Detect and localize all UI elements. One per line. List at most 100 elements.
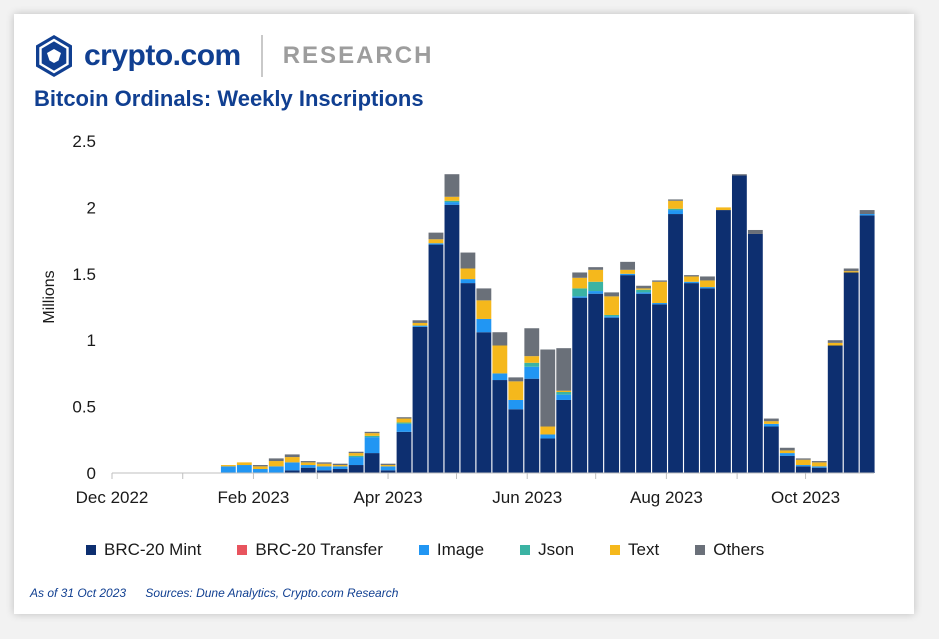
legend-item: Text [610,540,659,560]
legend-item: Image [418,540,484,560]
bar-segment [620,261,636,270]
bar-segment [620,275,636,473]
bar-segment [380,466,396,471]
bar-segment [700,276,715,281]
bar-segment [779,450,795,454]
bar-segment [604,316,620,318]
bar-segment [316,462,332,464]
bar-segment [588,269,604,282]
bar-segment [428,244,444,473]
x-tick-label: Feb 2023 [218,488,290,507]
bar-segment [588,293,604,473]
bar-segment [763,423,779,427]
bar-segment [747,229,763,234]
bar-segment [508,381,524,400]
bar-segment [668,199,683,201]
bar-segment [428,232,444,240]
bar-segment [492,332,508,346]
x-tick-label: Apr 2023 [354,488,423,507]
bar-segment [492,373,508,381]
bar-segment [396,417,412,419]
bar-segment [460,283,476,473]
bar-segment [668,214,683,474]
y-tick-label: 2 [87,198,96,217]
bar-segment [492,345,508,374]
bar-segment [396,422,412,424]
bar-segment [300,467,316,473]
bar-segment [843,268,859,272]
legend-swatch [237,545,248,555]
bar-segment [620,273,636,276]
bar-segment [412,325,428,327]
bar-segment [348,465,364,473]
brand-header: crypto.com RESEARCH [34,34,433,78]
bar-segment [556,394,572,400]
bar-segment [604,317,620,473]
bar-segment [524,328,540,357]
bar-segment [524,366,540,379]
bar-segment [540,349,556,427]
bar-segment [380,470,396,473]
chart-title: Bitcoin Ordinals: Weekly Inscriptions [34,86,424,111]
bar-segment [236,465,252,473]
bar-segment [652,303,667,305]
x-tick-label: Dec 2022 [76,488,149,507]
bar-segment [444,202,460,205]
bar-segment [588,267,604,270]
bar-segment [572,277,588,289]
bar-segment [668,208,683,211]
bar-segment [795,458,811,460]
bar-segment [636,289,651,293]
bar-segment [348,457,364,466]
legend-swatch [695,545,706,555]
brand-name: crypto.com [84,39,241,72]
y-tick-label: 2.5 [72,132,96,151]
y-tick-label: 0.5 [72,398,96,417]
bar-segment [588,291,604,294]
bar-segment [811,466,827,468]
bar-segment [620,269,636,274]
bar-segment [684,275,699,277]
bar-segment [668,210,683,215]
legend-item: Json [520,540,574,560]
bar-segment [444,196,460,201]
legend-label: BRC-20 Mint [104,540,202,559]
bar-segment [300,461,316,463]
bar-segment [572,297,588,473]
x-tick-label: Aug 2023 [630,488,703,507]
bar-segment [811,462,827,467]
legend-item: Others [695,540,764,560]
bar-segment [652,281,667,304]
y-tick-label: 1.5 [72,265,96,284]
bar-segment [332,463,348,466]
bar-segment [316,463,332,467]
bar-segment [588,281,604,292]
legend-label: Json [538,540,575,559]
bar-segment [779,455,795,473]
bar-segment [572,272,588,278]
bar-segment [332,469,348,473]
brand-divider [260,35,263,77]
bar-segment [731,174,747,176]
bar-segment [268,458,284,462]
bar-segment [396,423,412,432]
bar-segment [811,461,827,463]
bar-segment [604,292,620,297]
bar-segment [763,421,779,424]
bar-segment [284,462,300,471]
bar-segment [524,378,540,473]
bar-segment [284,454,300,458]
bar-segment [652,304,667,473]
bar-segment [476,288,492,301]
bar-segment [268,461,284,467]
bar-segment [492,380,508,473]
bar-segment [476,332,492,473]
bar-segment [859,214,875,216]
bar-segment [508,409,524,473]
legend-label: Text [628,540,660,559]
as-of-date: As of 31 Oct 2023 [30,586,127,600]
bar-segment [300,462,316,466]
bar-segment [364,435,380,438]
bar-segment [636,288,651,290]
report-card: crypto.com RESEARCH Bitcoin Ordinals: We… [14,14,914,614]
